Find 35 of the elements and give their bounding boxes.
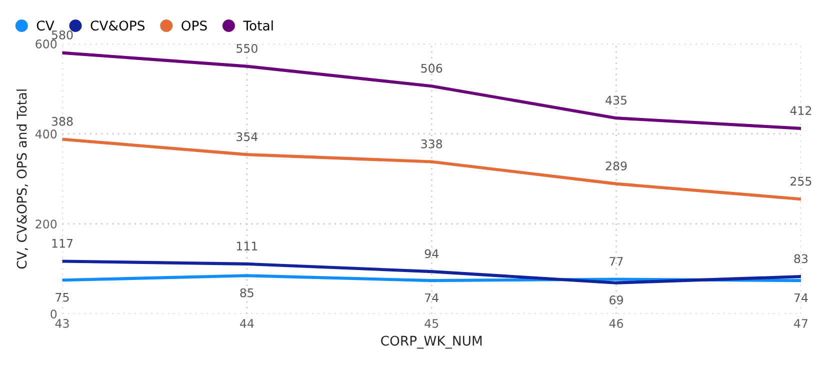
legend-label: OPS (182, 20, 207, 31)
data-label: 85 (240, 288, 254, 298)
data-label: 412 (790, 106, 812, 115)
y-tick-label: 200 (36, 220, 57, 229)
data-label: 74 (425, 293, 438, 302)
data-label: 75 (56, 293, 69, 302)
data-label: 94 (424, 249, 438, 258)
x-tick-label: 44 (240, 319, 254, 328)
data-label: 77 (610, 257, 623, 266)
x-tick-label: 46 (609, 318, 624, 328)
data-label: 74 (794, 293, 808, 302)
y-axis-title: CV, CV&OPS, OPS and Total (16, 90, 28, 269)
x-axis-title: CORP_WK_NUM (381, 336, 482, 349)
data-label: 354 (236, 132, 258, 142)
legend-label: CV (36, 20, 54, 31)
data-label: 435 (606, 96, 627, 105)
data-label: 289 (606, 161, 627, 170)
data-label: 338 (421, 139, 442, 148)
data-label: 506 (421, 64, 442, 73)
data-label: 111 (236, 242, 258, 250)
data-label: 550 (236, 44, 258, 53)
data-label: 117 (52, 239, 73, 248)
y-tick-label: 400 (35, 130, 57, 138)
data-label: 580 (52, 30, 73, 40)
x-tick-label: 47 (794, 319, 808, 328)
data-label: 255 (790, 176, 812, 186)
data-label: 388 (52, 116, 73, 126)
y-tick-label: 600 (36, 40, 57, 48)
legend-label: CV&OPS (90, 20, 145, 31)
data-label: 83 (794, 254, 808, 264)
y-tick-label: 0 (50, 310, 57, 319)
data-label: 69 (610, 296, 623, 304)
legend-label: Total (243, 20, 273, 31)
x-tick-label: 45 (424, 319, 438, 328)
x-tick-label: 43 (55, 318, 69, 328)
